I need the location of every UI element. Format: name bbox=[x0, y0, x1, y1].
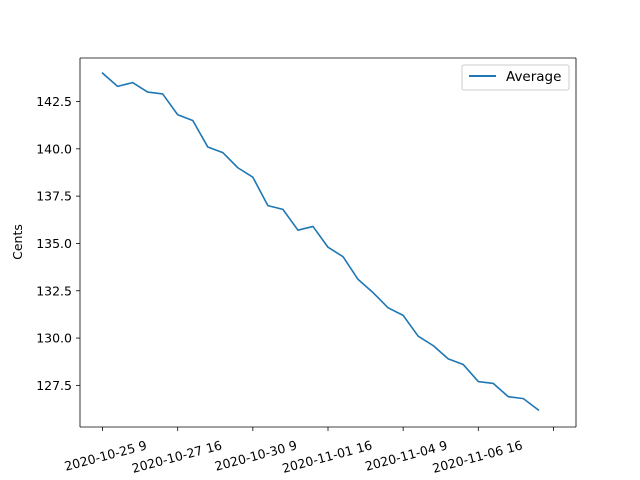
series-line-average bbox=[101, 72, 540, 412]
y-tick-label: 135.0 bbox=[36, 236, 72, 251]
y-tick-label: 140.0 bbox=[36, 141, 72, 156]
y-tick-label: 130.0 bbox=[36, 331, 72, 346]
legend: Average bbox=[461, 64, 570, 91]
y-tick-label: 142.5 bbox=[36, 94, 72, 109]
y-tick-label: 137.5 bbox=[36, 189, 72, 204]
legend-label-average: Average bbox=[506, 69, 561, 85]
y-axis-ticks: 127.5 130.0 132.5 135.0 137.5 140.0 142.5 bbox=[36, 94, 80, 393]
y-tick-label: 127.5 bbox=[36, 378, 72, 393]
legend-box bbox=[461, 64, 570, 91]
plot-area bbox=[80, 58, 576, 427]
y-tick-label: 132.5 bbox=[36, 283, 72, 298]
y-axis-label: Cents bbox=[10, 224, 25, 260]
series-layer bbox=[101, 72, 540, 412]
